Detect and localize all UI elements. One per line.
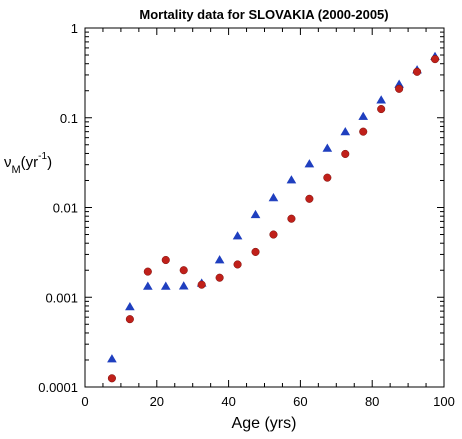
chart-title: Mortality data for SLOVAKIA (2000-2005) [139, 7, 388, 22]
data-point-triangle [214, 255, 225, 264]
data-point-circle [287, 214, 296, 223]
data-point-triangle [268, 192, 279, 202]
data-point-circle [323, 173, 332, 182]
data-point-circle [179, 266, 188, 275]
y-axis-label-unit-open: (yr [21, 154, 39, 171]
y-axis-label-subscript: M [12, 164, 21, 176]
y-tick-label: 0.01 [53, 201, 78, 216]
y-tick-label: 0.0001 [38, 380, 78, 395]
data-point-circle [107, 374, 116, 383]
x-axis-label: Age (yrs) [232, 415, 297, 432]
data-point-circle [215, 273, 224, 282]
data-point-circle [251, 247, 260, 256]
data-point-circle [377, 105, 386, 114]
data-point-triangle [107, 354, 117, 363]
y-axis-label-unit-exp: -1 [38, 151, 47, 162]
y-tick-label: 1 [71, 21, 78, 36]
data-point-triangle [143, 281, 153, 290]
data-point-circle [359, 127, 368, 136]
data-point-circle [143, 267, 152, 276]
data-point-triangle [358, 111, 369, 120]
x-tick-label: 40 [221, 394, 235, 409]
data-point-circle [161, 255, 170, 265]
data-points [107, 51, 440, 383]
y-axis-label-unit-close: ) [47, 154, 52, 171]
y-tick-labels: 0.0001 0.001 0.01 0.1 1 [38, 21, 78, 395]
data-point-triangle [322, 143, 333, 152]
x-tick-label: 20 [150, 394, 164, 409]
data-point-triangle [250, 209, 261, 219]
y-tick-label: 0.001 [45, 290, 78, 305]
data-point-triangle [232, 231, 243, 240]
axis-ticks [84, 28, 445, 388]
x-tick-label: 0 [81, 394, 88, 409]
data-point-triangle [160, 281, 171, 290]
data-point-triangle [178, 281, 189, 290]
data-point-circle [413, 67, 422, 76]
data-point-triangle [376, 95, 386, 104]
plot-frame [84, 27, 445, 388]
x-tick-label: 80 [365, 394, 379, 409]
data-point-circle [341, 149, 350, 159]
data-point-circle [430, 55, 440, 64]
x-tick-labels: 0 20 40 60 80 100 [81, 394, 454, 409]
x-tick-label: 60 [293, 394, 307, 409]
x-tick-label: 100 [433, 394, 455, 409]
data-point-circle [395, 84, 404, 93]
data-point-circle [269, 230, 278, 239]
data-point-circle [197, 280, 206, 289]
y-axis-label-symbol: ν [4, 154, 12, 171]
data-point-triangle [125, 302, 135, 311]
data-point-circle [305, 194, 314, 203]
data-point-triangle [304, 159, 315, 168]
data-point-triangle [340, 127, 351, 136]
y-axis-label: νM(yr-1) [4, 151, 52, 176]
data-point-triangle [286, 175, 297, 184]
data-point-circle [233, 260, 242, 269]
y-tick-label: 0.1 [60, 111, 78, 126]
data-point-circle [125, 315, 134, 324]
